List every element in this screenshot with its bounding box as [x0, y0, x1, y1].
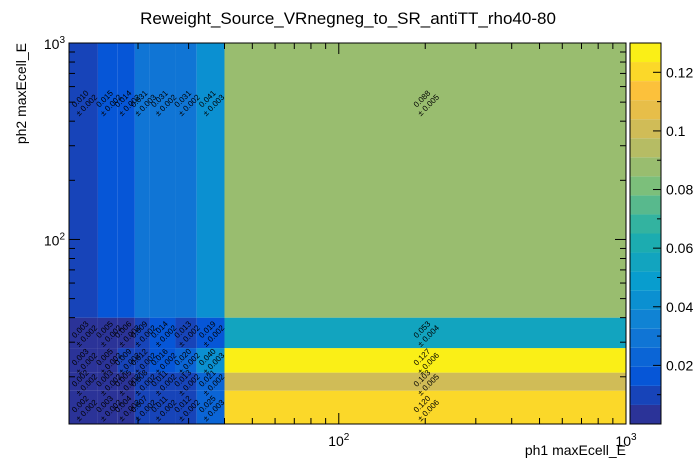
heatmap-cell	[149, 390, 176, 424]
heatmap-cell	[196, 348, 225, 373]
heatmap-cell	[134, 348, 150, 373]
heatmap-cell	[175, 390, 197, 424]
plot-frame	[68, 42, 627, 425]
colorbar-segment	[630, 138, 661, 158]
heatmap-cell	[175, 372, 197, 391]
x-axis-label: ph1 maxEcell_E	[525, 442, 626, 458]
color-scale-bar	[629, 42, 662, 425]
axis-ticks	[69, 42, 627, 424]
colorbar-segment	[630, 347, 661, 367]
heatmap-cell	[97, 348, 118, 373]
colorbar-tick-label: 0.04	[666, 299, 693, 315]
heatmap-cell	[134, 390, 150, 424]
colorbar-segment	[630, 271, 661, 291]
x-tick-label: 103	[615, 432, 637, 449]
heatmap-cell	[196, 317, 225, 349]
colorbar-frame	[629, 42, 662, 425]
heatmap-cell	[196, 390, 225, 424]
heatmap-cell	[224, 43, 626, 318]
heatmap-cell	[134, 43, 150, 318]
y-tick-label: 102	[44, 231, 66, 248]
colorbar-segment	[630, 290, 661, 310]
y-axis-label: ph2 maxEcell_E	[13, 43, 29, 144]
heatmap-cell	[149, 317, 176, 349]
heatmap-cell	[224, 348, 626, 373]
heatmap-cell	[117, 317, 135, 349]
heatmap-cell	[224, 372, 626, 391]
heatmap-cell	[224, 317, 626, 349]
colorbar-tick-label: 0.1	[666, 123, 686, 139]
heatmap-cell	[149, 372, 176, 391]
colorbar-segment	[630, 252, 661, 272]
y-tick-label: 103	[44, 35, 66, 52]
chart-title: Reweight_Source_VRnegneg_to_SR_antiTT_rh…	[140, 9, 556, 28]
heatmap-cell	[175, 348, 197, 373]
heatmap-cell	[117, 372, 135, 391]
colorbar-segment	[630, 366, 661, 386]
heatmap-cell	[149, 348, 176, 373]
heatmap-cell	[97, 317, 118, 349]
colorbar-segment	[630, 404, 661, 424]
colorbar-tick-label: 0.12	[666, 64, 693, 80]
heatmap-cell	[69, 317, 98, 349]
colorbar-segment	[630, 100, 661, 120]
heatmap-cell	[196, 372, 225, 391]
heatmap-cell	[69, 372, 98, 391]
colorbar-tick-label: 0.08	[666, 182, 693, 198]
colorbar-segment	[630, 233, 661, 253]
heatmap-cell	[149, 43, 176, 318]
colorbar-segment	[630, 119, 661, 139]
colorbar-segment	[630, 81, 661, 101]
colorbar-segment	[630, 62, 661, 82]
heatmap-cell	[69, 348, 98, 373]
heatmap-cell	[117, 390, 135, 424]
colorbar-segment	[630, 176, 661, 196]
heatmap-cell	[196, 43, 225, 318]
axis-tick-labels: 102 103 102 103	[44, 35, 637, 449]
heatmap-cell	[134, 317, 150, 349]
heatmap-cell	[117, 43, 135, 318]
colorbar-segment	[630, 309, 661, 329]
heatmap-cell	[97, 43, 118, 318]
heatmap-cell	[117, 348, 135, 373]
heatmap-cell	[175, 317, 197, 349]
heatmap-cell	[97, 372, 118, 391]
heatmap-cell	[134, 372, 150, 391]
colorbar-tick-label: 0.02	[666, 357, 693, 373]
x-tick-label: 102	[328, 432, 350, 449]
colorbar-segment	[630, 385, 661, 405]
colorbar-segment	[630, 214, 661, 234]
heatmap-cell	[175, 43, 197, 318]
colorbar-tick-label: 0.06	[666, 240, 693, 256]
colorbar-segment	[630, 328, 661, 348]
colorbar-segment	[630, 195, 661, 215]
colorbar-segment	[630, 43, 661, 63]
colorbar-segment	[630, 157, 661, 177]
color-scale-ticks: 0.02 0.04 0.06 0.08 0.1 0.12	[653, 64, 693, 396]
heatmap-cell	[97, 390, 118, 424]
heatmap-cell	[69, 390, 98, 424]
